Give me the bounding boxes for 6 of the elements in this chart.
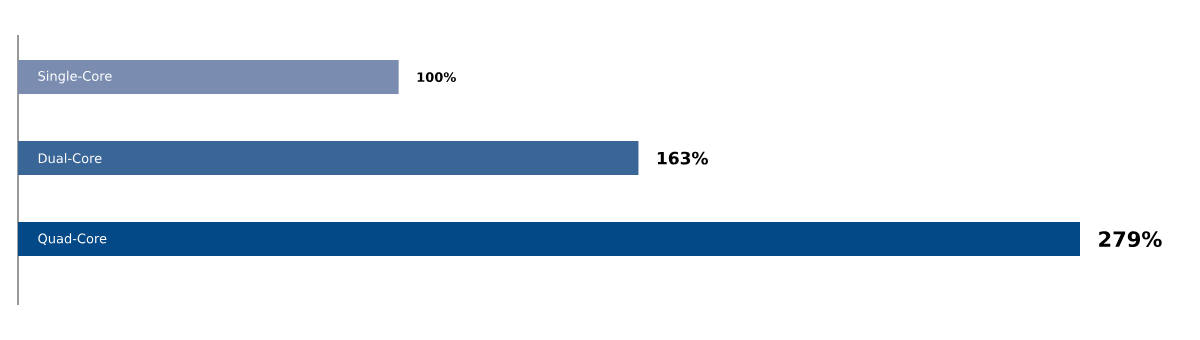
- y-tick-label: Dual-Core: [38, 153, 102, 164]
- data-label: 163%: [657, 151, 708, 165]
- data-label: 279%: [1099, 231, 1162, 248]
- y-tick-label: Quad-Core: [38, 233, 107, 245]
- y-tick-label: Single-Core: [38, 70, 112, 84]
- data-label: 100%: [417, 72, 456, 83]
